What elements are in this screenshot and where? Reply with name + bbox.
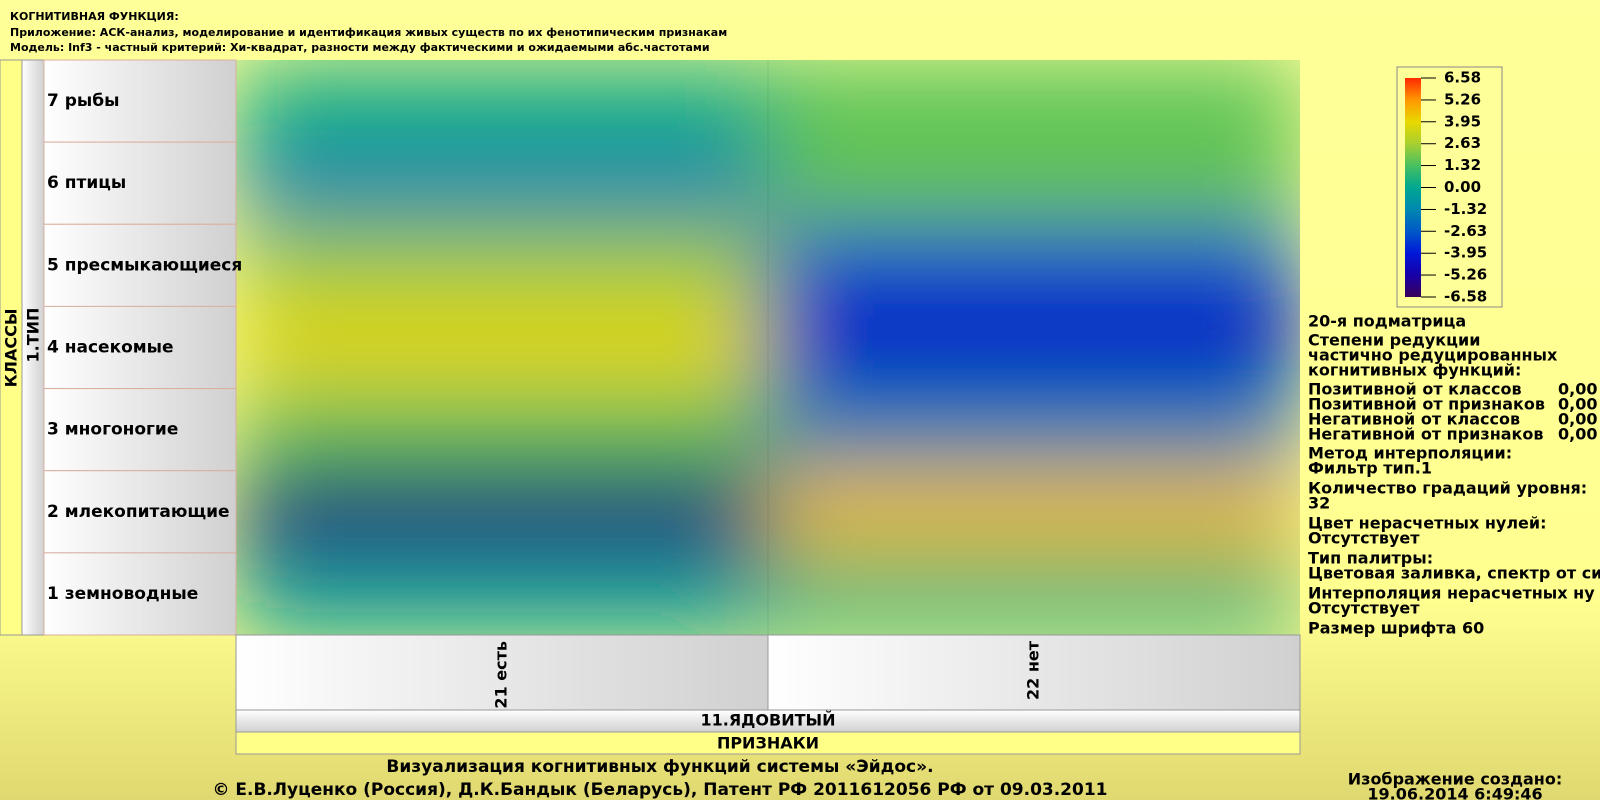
- row-label-cell: [43, 223, 237, 307]
- row-label-cell: [43, 552, 237, 636]
- setting-label: Цвет нерасчетных нулей:: [1308, 514, 1547, 533]
- heatmap: [236, 60, 1300, 635]
- font-size-note: Размер шрифта 60: [1308, 619, 1484, 638]
- heat-cell: [768, 142, 1300, 226]
- heat-cell: [236, 388, 769, 472]
- setting-label: Интерполяция нерасчетных ну: [1308, 584, 1595, 603]
- setting-value: Отсутствует: [1308, 599, 1420, 618]
- row-label: 4 насекомые: [47, 338, 174, 358]
- x-label: ПРИЗНАКИ: [717, 734, 819, 753]
- header-line: Приложение: АСК-анализ, моделирование и …: [10, 26, 727, 39]
- colorbar-tick-label: 5.26: [1444, 90, 1481, 108]
- heat-cell: [768, 306, 1300, 390]
- reduction-label: Позитивной от признаков: [1308, 395, 1545, 414]
- heat-cell: [768, 470, 1300, 554]
- heat-cell: [768, 60, 1300, 144]
- row-label: 6 птицы: [47, 173, 126, 193]
- footer-title: Визуализация когнитивных функций системы…: [386, 757, 933, 777]
- colorbar-tick-label: 3.95: [1444, 112, 1481, 130]
- created-label: Изображение создано:: [1348, 770, 1563, 789]
- reduction-value: 0,00: [1558, 380, 1597, 399]
- reduction-label: Негативной от классов: [1308, 410, 1520, 429]
- row-label-cell: [43, 470, 237, 554]
- heat-cell: [236, 224, 769, 308]
- x-group: 11.ЯДОВИТЫЙ: [701, 711, 836, 730]
- x-label-band: [235, 731, 1301, 755]
- reduction-label: Негативной от признаков: [1308, 425, 1544, 444]
- info-line: когнитивных функций:: [1308, 361, 1521, 380]
- heat-cell: [236, 142, 769, 226]
- created-date: 19.06.2014 6:49:46: [1367, 785, 1542, 800]
- colorbar-tick-label: -3.95: [1444, 244, 1487, 262]
- colorbar-tick-label: -6.58: [1444, 288, 1487, 306]
- reduction-value: 0,00: [1558, 410, 1597, 429]
- header-line: КОГНИТИВНАЯ ФУНКЦИЯ:: [10, 10, 179, 23]
- colorbar-tick-label: 1.32: [1444, 156, 1481, 174]
- heatmap-cells: [236, 60, 1300, 635]
- setting-value: Отсутствует: [1308, 529, 1420, 548]
- row-label: 5 пресмыкающиеся: [47, 255, 242, 275]
- colorbar-tick-label: -1.32: [1444, 200, 1487, 218]
- colorbar: [1405, 78, 1421, 297]
- colorbar-tick-label: 2.63: [1444, 134, 1481, 152]
- row-label: 1 земноводные: [47, 584, 198, 604]
- heat-cell: [768, 388, 1300, 472]
- heat-cell: [768, 552, 1300, 635]
- setting-label: Метод интерполяции:: [1308, 444, 1512, 463]
- y-label: КЛАССЫ: [2, 309, 21, 388]
- column-label: 22 нет: [1024, 640, 1043, 700]
- setting-label: Тип палитры:: [1308, 549, 1433, 568]
- header-line: Модель: Inf3 - частный критерий: Хи-квад…: [10, 41, 710, 54]
- footer-copyright: © Е.В.Луценко (Россия), Д.К.Бандык (Бела…: [212, 780, 1107, 800]
- reduction-value: 0,00: [1558, 425, 1597, 444]
- row-label: 7 рыбы: [47, 91, 120, 111]
- heat-cell: [236, 470, 769, 554]
- column-label-cell: [767, 634, 1301, 711]
- setting-label: Количество градаций уровня:: [1308, 479, 1587, 498]
- heat-cell: [768, 224, 1300, 308]
- row-label-cell: [43, 59, 237, 143]
- info-line: частично редуцированных: [1308, 346, 1558, 365]
- info-line: Степени редукции: [1308, 331, 1480, 350]
- colorbar-tick-label: -5.26: [1444, 266, 1487, 284]
- heat-cell: [236, 60, 769, 144]
- info-line: 20-я подматрица: [1308, 312, 1466, 331]
- colorbar-tick-label: -2.63: [1444, 222, 1487, 240]
- row-label: 2 млекопитающие: [47, 502, 230, 522]
- reduction-label: Позитивной от классов: [1308, 380, 1522, 399]
- row-label: 3 многоногие: [47, 420, 178, 440]
- row-label-cell: [43, 141, 237, 225]
- reduction-value: 0,00: [1558, 395, 1597, 414]
- setting-value: Фильтр тип.1: [1308, 459, 1432, 478]
- heat-cell: [236, 552, 769, 635]
- colorbar-tick-label: 6.58: [1444, 69, 1481, 87]
- y-group: 1.ТИП: [24, 308, 43, 363]
- column-label: 21 есть: [492, 641, 511, 709]
- setting-value: Цветовая заливка, спектр от си: [1308, 564, 1600, 583]
- colorbar-tick-label: 0.00: [1444, 178, 1481, 196]
- column-label-cell: [235, 634, 769, 711]
- setting-value: 32: [1308, 494, 1330, 513]
- heat-cell: [236, 306, 769, 390]
